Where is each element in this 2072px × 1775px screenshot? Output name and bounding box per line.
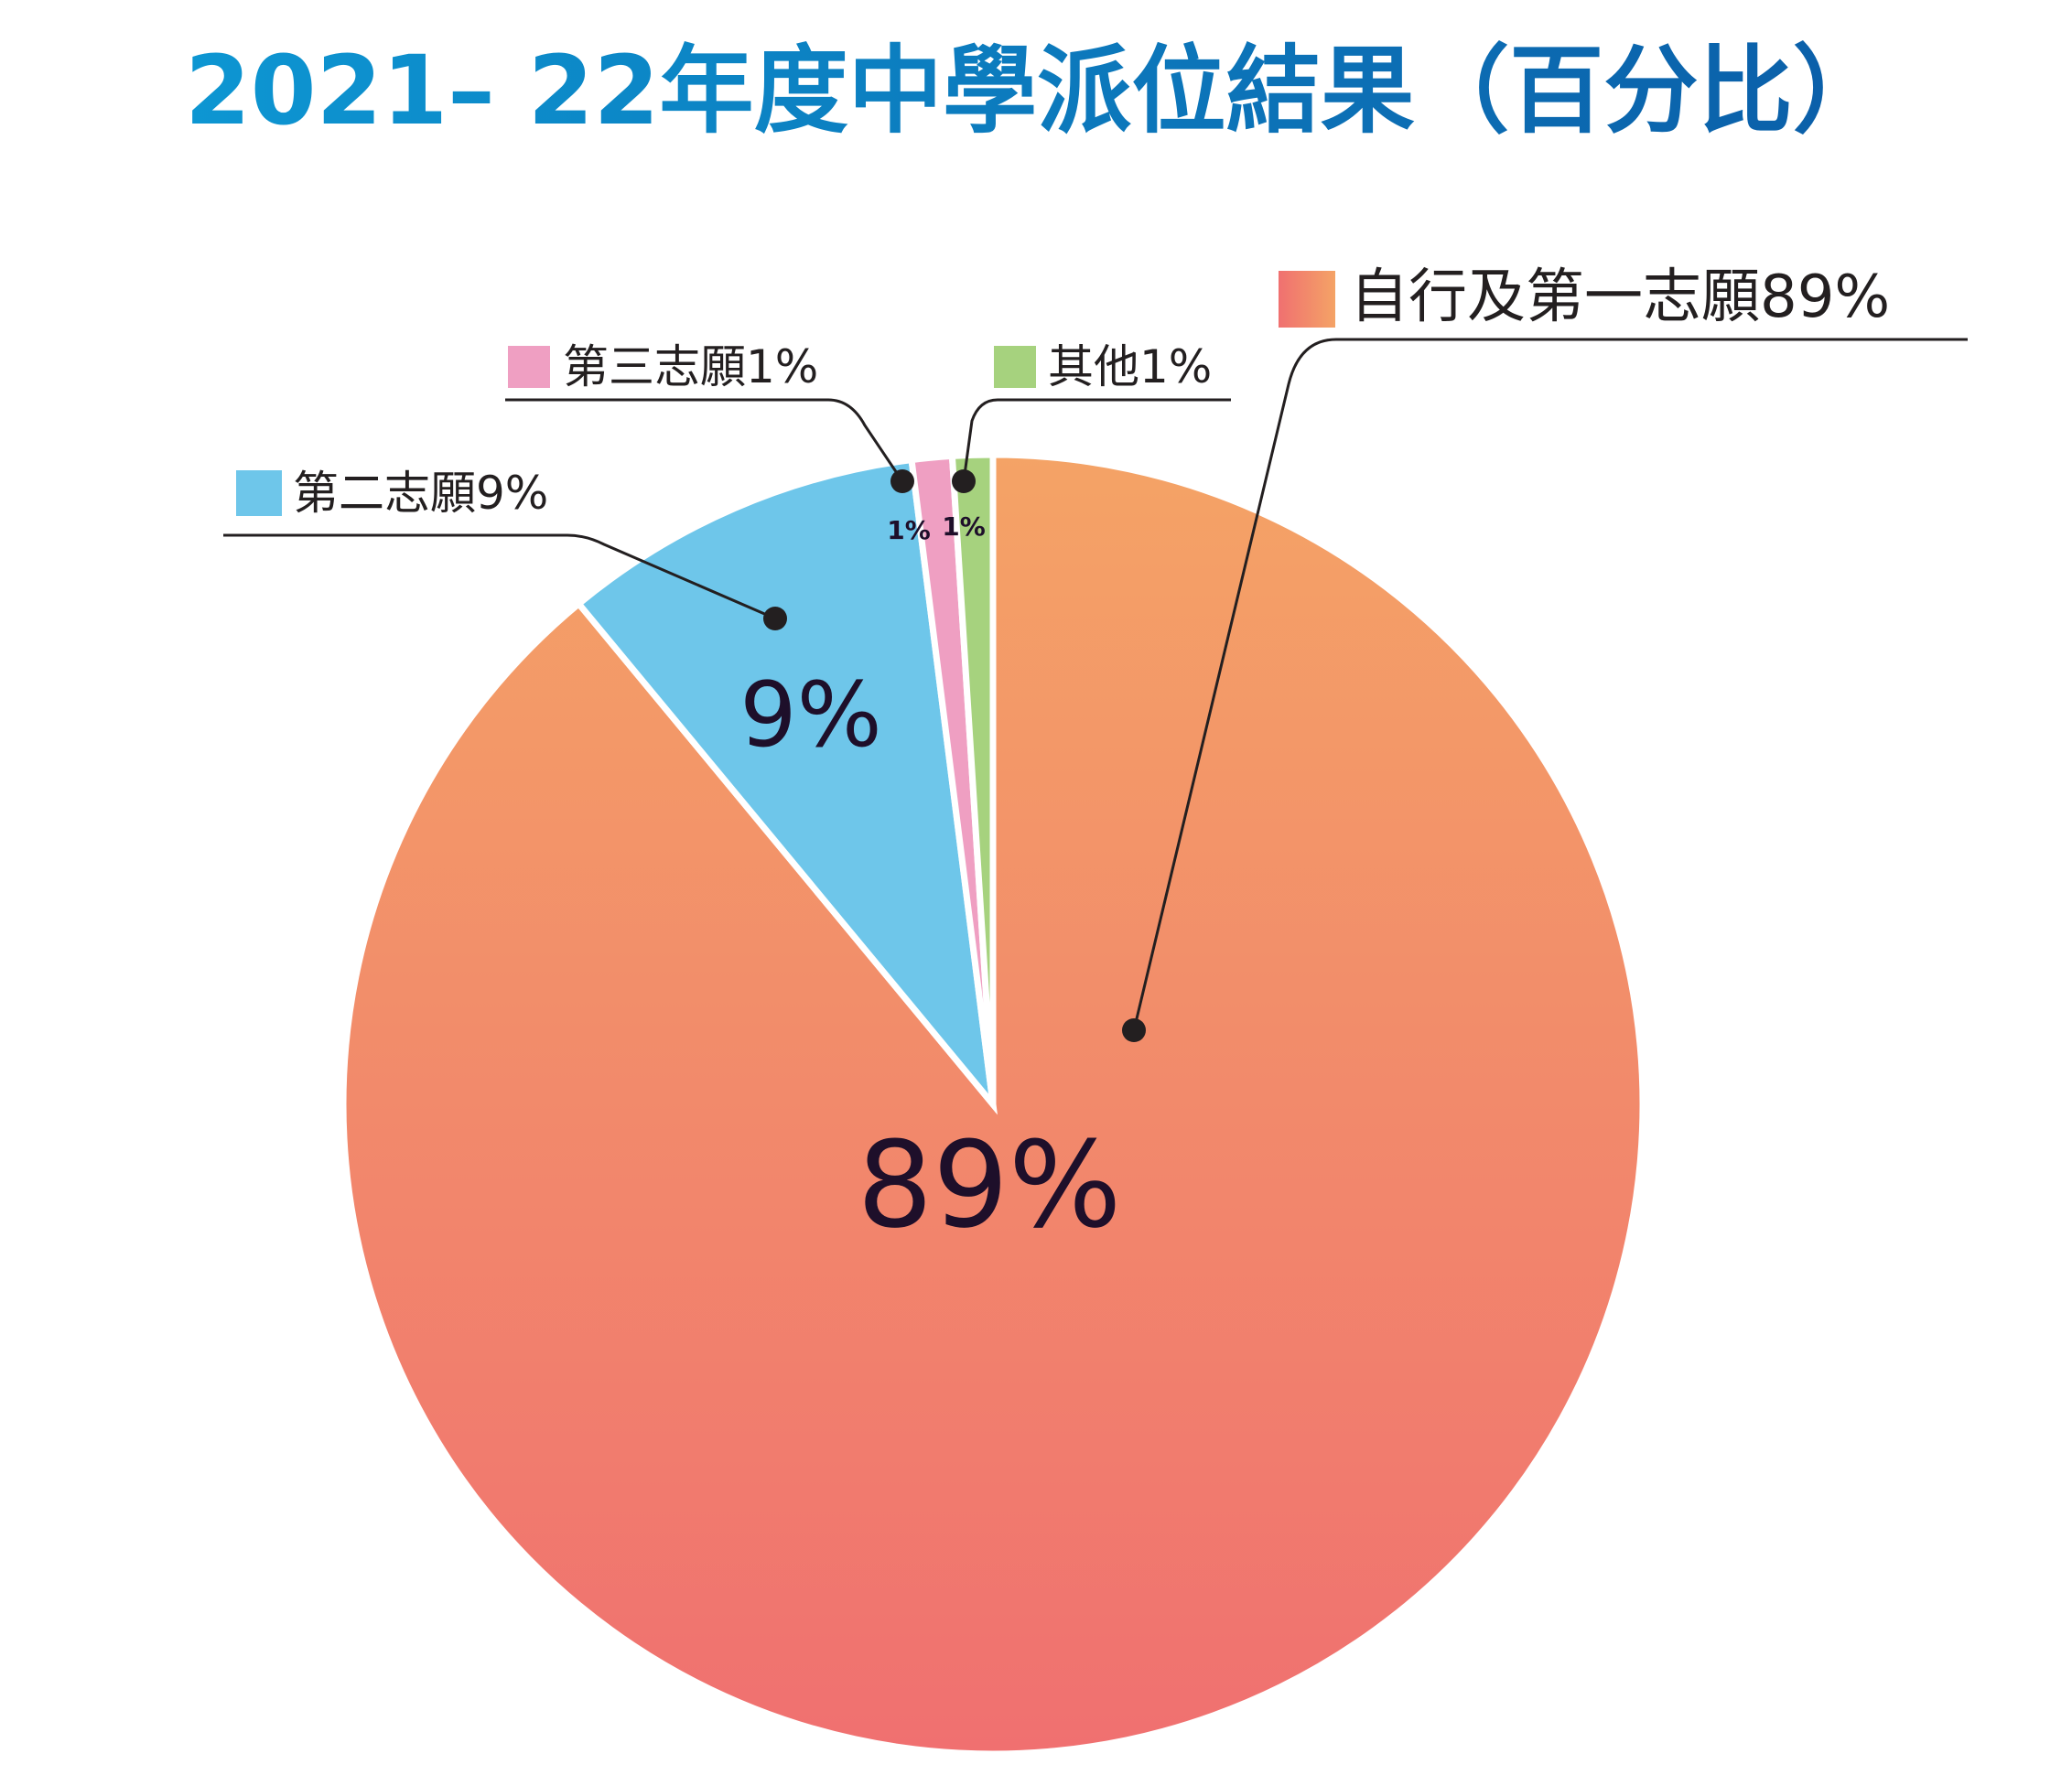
slice-4-legend-label: 其他1% [1048, 340, 1212, 393]
slice-1-leader-line [1132, 338, 1968, 1031]
legend: 自行及第一志願89% 第二志願9% 第三志願1% 其他1% [236, 264, 1890, 520]
slice-3-leader-dot [890, 469, 914, 493]
slice-3-legend-label: 第三志願1% [563, 340, 818, 393]
slice-1-data-label: 89% [858, 1115, 1122, 1254]
slice-4-legend-swatch [994, 346, 1036, 388]
slice-4-leader-dot [952, 469, 976, 493]
slice-4-data-label: 1% [942, 511, 986, 542]
slice-3-legend-swatch [508, 346, 550, 388]
slice-labels: 89% 9% 1% 1% [739, 511, 1121, 1254]
slice-1-leader-dot [1122, 1018, 1146, 1042]
slice-1 [340, 451, 1646, 1758]
slice-2 [574, 456, 998, 1115]
slice-4 [948, 451, 997, 1105]
slice-1-legend-label: 自行及第一志願89% [1350, 264, 1890, 331]
leader-lines [223, 338, 1968, 1042]
slice-2-legend-label: 第二志願9% [293, 467, 548, 520]
slice-2-leader-line [223, 533, 776, 620]
slice-1-legend-swatch [1279, 271, 1335, 328]
chart-title: 2021– 22年度中學派位結果（百分比） [185, 35, 1887, 146]
slice-2-legend-swatch [236, 470, 282, 516]
slice-4-leader-line [962, 398, 1231, 482]
slice-2-leader-dot [763, 607, 787, 630]
slice-3-data-label: 1% [887, 515, 931, 545]
slice-2-data-label: 9% [739, 663, 881, 768]
pie-slices [340, 451, 1646, 1758]
slice-3-leader-line [505, 398, 904, 482]
